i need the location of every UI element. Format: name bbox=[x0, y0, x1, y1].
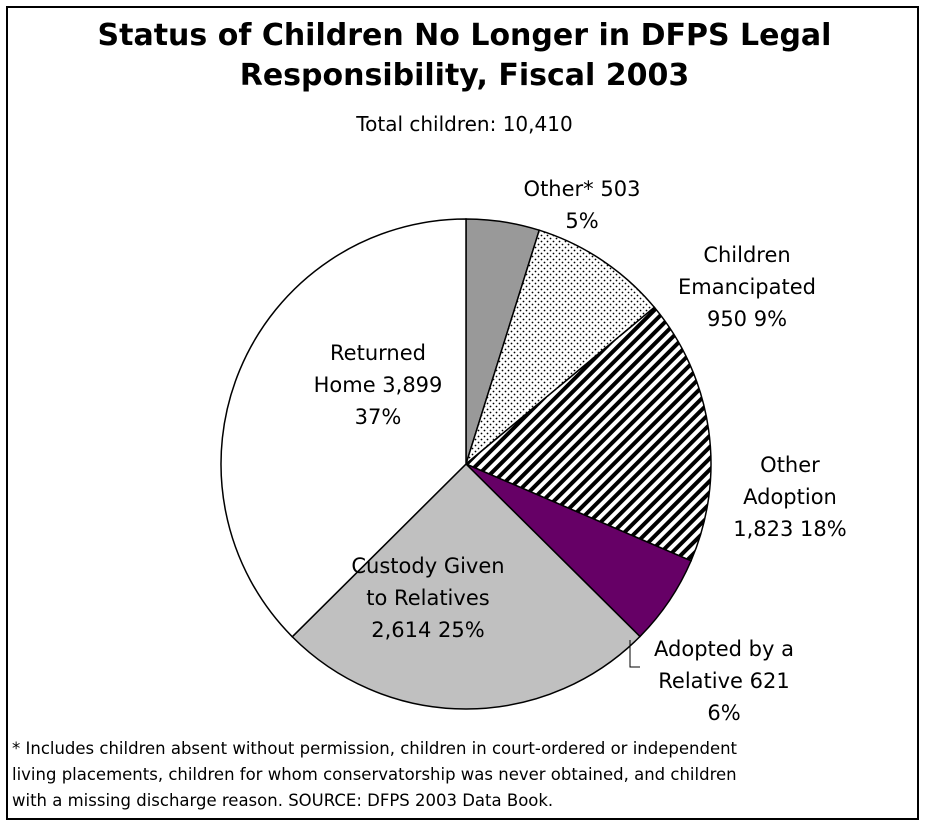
footnote-line-2: living placements, children for whom con… bbox=[12, 765, 737, 784]
adopted-relative-leader-line bbox=[629, 640, 640, 668]
pie-slice-returned-home bbox=[220, 218, 467, 638]
footnote-line-1: * Includes children absent without permi… bbox=[12, 739, 738, 758]
slice-label-other: Other* 503 5% bbox=[524, 177, 641, 233]
slice-label-line: 1,823 18% bbox=[733, 517, 846, 541]
footnote-line-3: with a missing discharge reason. SOURCE:… bbox=[12, 791, 554, 810]
slice-label-line: Returned bbox=[330, 341, 426, 365]
slice-label-line: Children bbox=[703, 243, 790, 267]
slice-label-line: to Relatives bbox=[366, 586, 489, 610]
chart-subtitle: Total children: 10,410 bbox=[356, 112, 573, 136]
slice-label-line: Other bbox=[760, 453, 820, 477]
slice-label-line: 6% bbox=[707, 701, 740, 725]
slice-label-line: Adoption bbox=[743, 485, 837, 509]
chart-frame bbox=[6, 6, 919, 820]
slice-label-line: Emancipated bbox=[678, 275, 816, 299]
footnote: * Includes children absent without permi… bbox=[12, 736, 912, 814]
pie-slice-other-adoption bbox=[464, 306, 712, 562]
chart-title: Status of Children No Longer in DFPS Leg… bbox=[0, 16, 929, 96]
slice-label-line: Relative 621 bbox=[658, 669, 789, 693]
chart-title-line-1: Status of Children No Longer in DFPS Leg… bbox=[97, 18, 832, 53]
slice-label-line: Home 3,899 bbox=[314, 373, 443, 397]
chart-title-line-2: Responsibility, Fiscal 2003 bbox=[239, 58, 690, 93]
slice-label-returned-home: Returned Home 3,899 37% bbox=[314, 341, 443, 429]
pie-slice-children-emancipated bbox=[464, 229, 656, 467]
slice-label-line: Other* 503 bbox=[524, 177, 641, 201]
slice-label-line: 2,614 25% bbox=[371, 618, 484, 642]
slice-label-line: 950 9% bbox=[707, 307, 787, 331]
slice-label-custody-given-to-relatives: Custody Given to Relatives 2,614 25% bbox=[351, 554, 504, 642]
slice-label-children-emancipated: Children Emancipated 950 9% bbox=[678, 243, 816, 331]
pie-slice-custody-given-to-relatives bbox=[291, 462, 642, 710]
slice-label-line: 5% bbox=[565, 209, 598, 233]
slice-label-line: Custody Given bbox=[351, 554, 504, 578]
slice-label-line: Adopted by a bbox=[654, 637, 794, 661]
slice-label-other-adoption: Other Adoption 1,823 18% bbox=[733, 453, 846, 541]
slice-label-adopted-by-relative: Adopted by a Relative 621 6% bbox=[654, 637, 794, 725]
slice-label-line: 37% bbox=[355, 405, 402, 429]
